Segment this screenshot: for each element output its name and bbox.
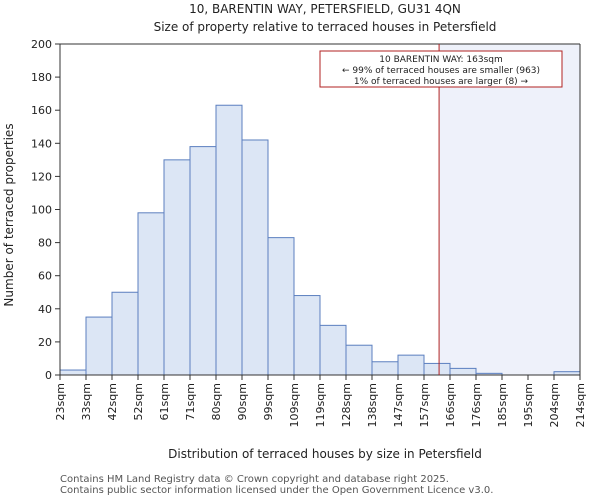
y-tick-label: 200 [31, 38, 52, 51]
chart-subtitle: Size of property relative to terraced ho… [154, 20, 497, 34]
histogram-bar [371, 361, 399, 376]
x-tick-label: 90sqm [236, 383, 249, 420]
histogram-bar [241, 139, 269, 376]
x-tick-label: 176sqm [470, 383, 483, 427]
histogram-bar [189, 146, 217, 376]
histogram-bar [215, 104, 243, 376]
x-tick-label: 80sqm [210, 383, 223, 420]
y-tick-label: 140 [31, 137, 52, 150]
x-tick-label: 71sqm [184, 383, 197, 420]
histogram-bar [293, 295, 321, 376]
histogram-bar [319, 324, 347, 376]
plot-area: 0 20 40 60 80 100 120 140 160 180 200 23sqm 33sqm 42s… [31, 38, 587, 427]
footer-line-1: Contains HM Land Registry data © Crown c… [60, 474, 449, 485]
y-tick-label: 20 [38, 336, 52, 349]
annotation-line-1: 10 BARENTIN WAY: 163sqm [379, 55, 502, 65]
y-tick-label: 180 [31, 71, 52, 84]
x-tick-label: 204sqm [548, 383, 561, 427]
x-tick-label: 147sqm [392, 383, 405, 427]
histogram-bar [345, 344, 373, 376]
histogram-bar [397, 354, 425, 376]
histogram-bar [59, 369, 87, 376]
y-tick-label: 120 [31, 170, 52, 183]
y-axis-label: Number of terraced properties [2, 123, 16, 306]
x-tick-label: 52sqm [132, 383, 145, 420]
histogram-bar [137, 212, 165, 376]
x-tick-label: 195sqm [522, 383, 535, 427]
x-tick-label: 23sqm [54, 383, 67, 420]
larger-region-shade [439, 44, 580, 375]
y-tick-label: 160 [31, 104, 52, 117]
x-tick-label: 138sqm [366, 383, 379, 427]
y-tick-label: 100 [31, 204, 52, 217]
x-tick-label: 185sqm [496, 383, 509, 427]
x-tick-label: 128sqm [340, 383, 353, 427]
histogram-bar [111, 291, 139, 376]
histogram-bar [267, 237, 295, 376]
x-axis-label: Distribution of terraced houses by size … [168, 447, 482, 461]
histogram-bar [423, 362, 451, 376]
y-tick-label: 80 [38, 237, 52, 250]
chart-title: 10, BARENTIN WAY, PETERSFIELD, GU31 4QN [189, 2, 461, 16]
x-tick-label: 166sqm [444, 383, 457, 427]
x-tick-label: 214sqm [574, 383, 587, 427]
x-tick-label: 33sqm [80, 383, 93, 420]
histogram-bar [449, 367, 477, 376]
y-tick-label: 0 [45, 369, 52, 382]
y-tick-label: 40 [38, 303, 52, 316]
x-tick-label: 99sqm [262, 383, 275, 420]
x-tick-label: 61sqm [158, 383, 171, 420]
x-tick-label: 119sqm [314, 383, 327, 427]
annotation-line-2: ← 99% of terraced houses are smaller (96… [342, 66, 540, 76]
annotation-line-3: 1% of terraced houses are larger (8) → [354, 77, 529, 87]
y-tick-label: 60 [38, 270, 52, 283]
x-tick-label: 157sqm [418, 383, 431, 427]
annotation-box [319, 50, 563, 88]
histogram-bar [85, 316, 113, 376]
footer-line-2: Contains public sector information licen… [60, 485, 493, 496]
x-tick-label: 109sqm [288, 383, 301, 427]
histogram-bar [163, 159, 191, 376]
x-tick-label: 42sqm [106, 383, 119, 420]
